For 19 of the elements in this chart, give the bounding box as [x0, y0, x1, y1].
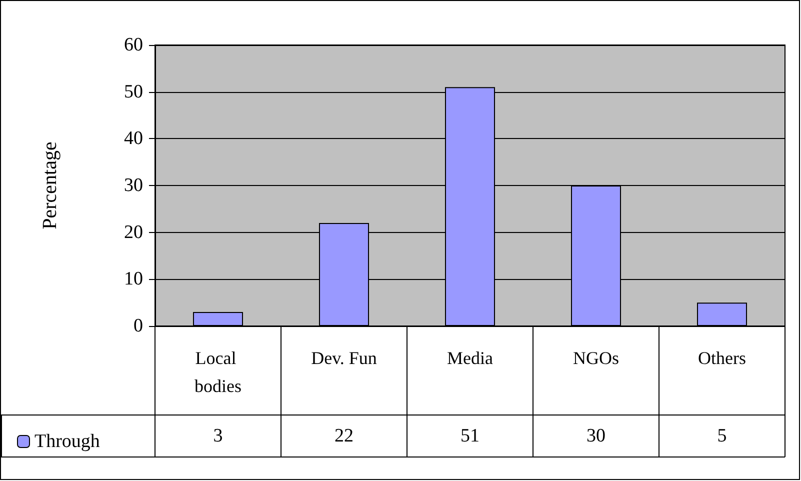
y-tick-label: 30 [124, 175, 143, 196]
y-tick-label: 50 [124, 81, 143, 102]
data-label: 3 [213, 426, 223, 446]
data-label: 30 [586, 426, 606, 446]
data-label: 5 [717, 426, 727, 446]
y-tick-label: 0 [134, 316, 143, 336]
x-tick-label: Dev. Fun [311, 348, 377, 368]
y-tick-label: 60 [124, 34, 143, 56]
x-tick-label: Media [447, 348, 494, 368]
y-tick-label: 20 [124, 222, 143, 243]
x-tick-label: NGOs [572, 348, 620, 368]
y-axis-title: Percentage [39, 142, 61, 230]
x-tick-label: Others [698, 348, 746, 368]
y-tick-label: 40 [124, 128, 143, 150]
data-label: 22 [334, 426, 354, 446]
legend-label: Through [34, 431, 100, 452]
y-tick-label: 10 [124, 268, 143, 290]
data-label: 51 [460, 426, 480, 446]
x-tick-label: Local bodies [194, 348, 242, 396]
